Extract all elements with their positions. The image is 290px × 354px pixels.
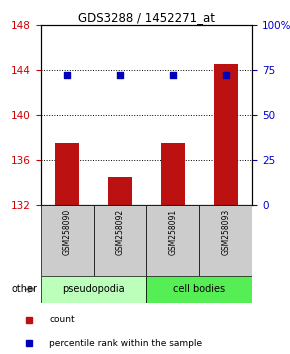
Point <box>224 73 228 78</box>
Bar <box>108 177 132 205</box>
Text: percentile rank within the sample: percentile rank within the sample <box>49 339 202 348</box>
Point <box>65 73 69 78</box>
Bar <box>41 205 93 276</box>
Bar <box>41 276 146 303</box>
Point <box>171 73 175 78</box>
Text: GSM258090: GSM258090 <box>63 209 72 255</box>
Bar <box>200 205 252 276</box>
Text: GSM258091: GSM258091 <box>168 209 177 255</box>
Text: other: other <box>12 284 38 295</box>
Bar <box>161 143 185 205</box>
Text: count: count <box>49 315 75 324</box>
Bar <box>146 276 252 303</box>
Bar <box>146 205 200 276</box>
Text: GSM258092: GSM258092 <box>115 209 124 255</box>
Title: GDS3288 / 1452271_at: GDS3288 / 1452271_at <box>78 11 215 24</box>
Text: GSM258093: GSM258093 <box>221 209 230 255</box>
Text: cell bodies: cell bodies <box>173 284 225 295</box>
Text: pseudopodia: pseudopodia <box>62 284 125 295</box>
Bar <box>55 143 79 205</box>
Bar <box>214 64 238 205</box>
Bar <box>93 205 146 276</box>
Point <box>118 73 122 78</box>
